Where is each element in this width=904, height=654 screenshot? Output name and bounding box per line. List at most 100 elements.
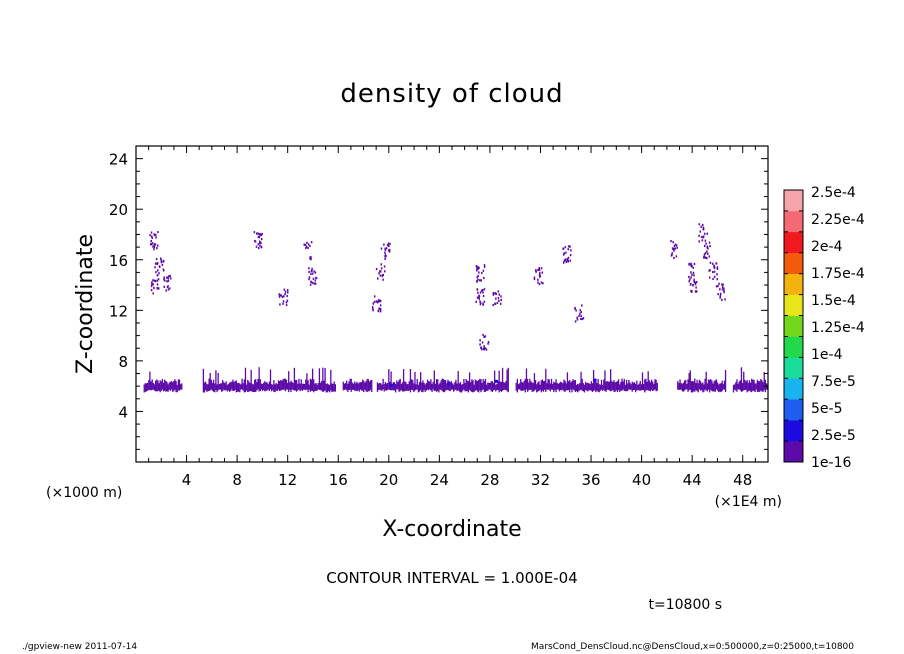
cloud-patch-cell [476, 266, 479, 269]
contour-interval: CONTOUR INTERVAL = 1.000E-04 [326, 569, 577, 587]
cloud-patch-cell [481, 341, 484, 344]
cloud-band-column [421, 382, 423, 393]
cloud-band-column [753, 379, 755, 392]
cloud-patch-cell [483, 345, 485, 348]
cloud-patch-cell [692, 283, 694, 287]
cloud-band-column [217, 372, 219, 391]
cloud-band-column [677, 381, 679, 390]
cloud-band-column [456, 383, 458, 392]
cloud-band-column [384, 382, 387, 391]
cloud-band-column [583, 384, 586, 393]
cloud-patch-cell [475, 265, 478, 268]
cloud-patch-cell [476, 267, 478, 270]
cloud-band-column [390, 371, 392, 391]
cloud-patch-cell [286, 288, 289, 292]
cloud-band-column [604, 370, 606, 392]
cloud-patch-cell [384, 257, 386, 260]
cloud-band-column [305, 379, 307, 391]
cloud-band-column [308, 384, 310, 390]
cloud-band-column [496, 383, 498, 391]
cloud-band-column [495, 384, 497, 392]
cloud-patch-cell [533, 276, 536, 279]
cloud-band-column [205, 381, 207, 391]
cloud-patch-cell [498, 299, 500, 302]
cloud-band-column [154, 380, 157, 392]
colorbar-label: 2e-4 [811, 239, 843, 255]
cloud-patch-cell [382, 273, 384, 277]
cloud-band-column [653, 383, 655, 391]
cloud-band-column [522, 382, 524, 391]
cloud-band-column [325, 383, 327, 393]
cloud-band-column [490, 381, 492, 392]
cloud-band-column [169, 381, 172, 391]
cloud-patch-cell [476, 296, 479, 299]
cloud-patch-cell [694, 283, 697, 286]
cloud-band-column [596, 382, 598, 391]
cloud-patch-cell [257, 232, 259, 235]
cloud-band-column [529, 378, 531, 390]
cloud-patch-cell [479, 339, 481, 342]
cloud-patch-cell [310, 241, 313, 244]
cloud-band-column [332, 383, 334, 392]
cloud-band-column [207, 384, 209, 392]
x-tick-label: 48 [733, 471, 752, 489]
cloud-band-column [598, 384, 600, 393]
cloud-patch-cell [540, 281, 543, 284]
cloud-patch-cell [482, 291, 484, 294]
y-tick-label: 16 [109, 252, 128, 270]
cloud-patch-cell [278, 293, 280, 296]
cloud-band-column [591, 383, 594, 392]
cloud-patch-cell [154, 279, 157, 283]
colorbar-label: 1.75e-4 [811, 266, 865, 282]
cloud-patch-cell [150, 235, 153, 238]
cloud-patch-cell [704, 252, 707, 255]
cloud-patch-cell [167, 288, 170, 291]
cloud-band-column [252, 384, 255, 392]
cloud-band-column [420, 372, 422, 391]
cloud-band-column [165, 380, 167, 392]
cloud-band-column [351, 382, 354, 390]
cloud-band-column [233, 382, 235, 391]
cloud-patch-cell [574, 320, 577, 323]
cloud-band-column [296, 379, 298, 392]
cloud-patch-cell [283, 295, 285, 298]
cloud-patch-cell [479, 300, 481, 303]
cloud-band-column [206, 384, 208, 392]
cloud-band-column [161, 378, 164, 390]
cloud-patch-cell [487, 341, 490, 344]
cloud-band-column [232, 379, 234, 392]
cloud-patch-cell [481, 348, 483, 351]
cloud-band-column [352, 383, 355, 390]
cloud-band-column [735, 382, 737, 391]
cloud-band-column [259, 379, 261, 392]
cloud-patch-cell [168, 287, 171, 290]
cloud-patch-cell [385, 255, 387, 258]
cloud-band-column [708, 379, 711, 393]
cloud-band-column [635, 383, 637, 393]
cloud-patch-cell [281, 295, 284, 299]
cloud-band-column [710, 379, 712, 390]
cloud-band-column [547, 379, 549, 390]
cloud-patch-cell [563, 252, 565, 255]
cloud-band-column [423, 382, 425, 391]
cloud-patch-cell [151, 281, 153, 284]
cloud-patch-cell [307, 243, 310, 246]
cloud-patch-cell [481, 288, 484, 292]
cloud-patch-cell [168, 275, 170, 278]
cloud-patch-cell [314, 279, 317, 282]
cloud-patch-cell [711, 262, 714, 265]
cloud-band-column [396, 380, 398, 390]
cloud-patch-cell [676, 246, 678, 249]
cloud-patch-cell [724, 298, 726, 301]
cloud-patch-cell [162, 268, 165, 271]
cloud-patch-cell [383, 265, 386, 268]
cloud-band-column [285, 379, 288, 390]
cloud-band-column [472, 380, 474, 393]
cloud-patch-cell [713, 265, 715, 268]
cloud-patch-cell [700, 235, 703, 239]
cloud-band-column [704, 378, 706, 390]
cloud-patch-cell [480, 289, 483, 292]
cloud-patch-cell [157, 231, 159, 234]
cloud-band-column [721, 380, 723, 392]
cloud-patch-cell [703, 255, 705, 258]
